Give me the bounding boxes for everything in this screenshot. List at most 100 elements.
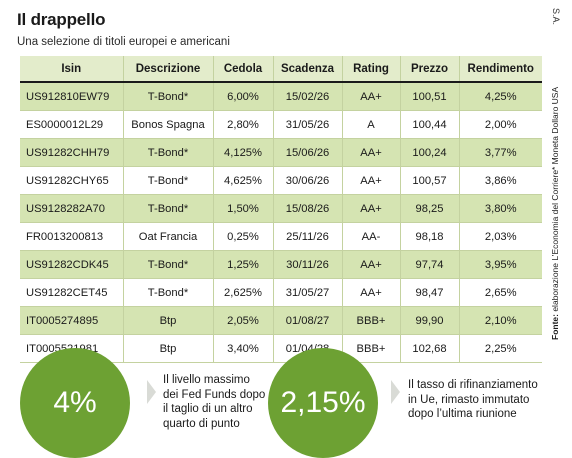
cell-descrizione: T-Bond* xyxy=(122,82,213,111)
fed-funds-rate-circle: 4% xyxy=(20,348,130,458)
note-line: in Ue, rimasto immutato xyxy=(408,393,530,406)
cell-rating: AA+ xyxy=(341,194,400,223)
cell-scadenza: 30/06/26 xyxy=(272,166,342,195)
cell-rating: BBB+ xyxy=(341,334,400,363)
table-row: IT0005274895 Btp 2,05% 01/08/27 BBB+ 99,90 2,1… xyxy=(20,306,542,335)
arrow-right-icon xyxy=(147,380,156,404)
cell-rendimento: 2,65% xyxy=(458,278,542,307)
cell-scadenza: 15/02/26 xyxy=(272,82,342,111)
note-line: quarto di punto xyxy=(163,417,240,430)
table-row: ES0000012L29 Bonos Spagna 2,80% 31/05/26 A 10… xyxy=(20,110,542,139)
ecb-rate-note: Il tasso di rifinanziamento in Ue, rimas… xyxy=(408,378,538,422)
cell-rendimento: 2,10% xyxy=(458,306,542,335)
cell-cedola: 2,80% xyxy=(212,110,273,139)
cell-rendimento: 2,03% xyxy=(458,222,542,251)
bond-table: Isin Descrizione Cedola Scadenza Rating … xyxy=(20,56,542,363)
note-line: Il livello massimo xyxy=(163,374,250,386)
table-row: US91282CET45 T-Bond* 2,625% 31/05/27 AA+ 98,4… xyxy=(20,278,542,307)
cell-rating: AA+ xyxy=(341,278,400,307)
cell-cedola: 0,25% xyxy=(212,222,273,251)
column-header-isin: Isin xyxy=(20,56,123,83)
cell-rating: AA+ xyxy=(341,250,400,279)
currency-footnote: * Moneta Dollaro USA xyxy=(550,86,560,170)
note-line: dei Fed Funds dopo xyxy=(163,388,266,401)
cell-rendimento: 3,80% xyxy=(458,194,542,223)
table-row: FR0013200813 Oat Francia 0,25% 25/11/26 AA- 9… xyxy=(20,222,542,251)
cell-isin: US912810EW79 xyxy=(20,82,123,111)
table-header: Isin Descrizione Cedola Scadenza Rating … xyxy=(20,56,542,83)
cell-descrizione: T-Bond* xyxy=(122,138,213,167)
cell-prezzo: 99,90 xyxy=(399,306,459,335)
table-row: US912810EW79 T-Bond* 6,00% 15/02/26 AA+ 100,5… xyxy=(20,82,542,111)
table-row: US91282CDK45 T-Bond* 1,25% 30/11/26 AA+ 97,74… xyxy=(20,250,542,279)
cell-isin: FR0013200813 xyxy=(20,222,123,251)
cell-prezzo: 100,57 xyxy=(399,166,459,195)
cell-rating: BBB+ xyxy=(341,306,400,335)
cell-descrizione: Btp xyxy=(122,334,213,363)
cell-rendimento: 4,25% xyxy=(458,82,542,111)
cell-cedola: 4,125% xyxy=(212,138,273,167)
cell-rating: AA- xyxy=(341,222,400,251)
cell-scadenza: 25/11/26 xyxy=(272,222,342,251)
cell-rating: AA+ xyxy=(341,166,400,195)
cell-isin: US91282CET45 xyxy=(20,278,123,307)
cell-prezzo: 98,18 xyxy=(399,222,459,251)
source-label: Fonte: xyxy=(550,314,560,340)
cell-isin: IT0005274895 xyxy=(20,306,123,335)
cell-scadenza: 31/05/27 xyxy=(272,278,342,307)
cell-scadenza: 01/08/27 xyxy=(272,306,342,335)
cell-cedola: 2,05% xyxy=(212,306,273,335)
cell-isin: US9128282A70 xyxy=(20,194,123,223)
cell-scadenza: 30/11/26 xyxy=(272,250,342,279)
cell-cedola: 2,625% xyxy=(212,278,273,307)
cell-rating: AA+ xyxy=(341,82,400,111)
cell-cedola: 1,25% xyxy=(212,250,273,279)
column-header-descrizione: Descrizione xyxy=(122,56,213,83)
cell-prezzo: 100,24 xyxy=(399,138,459,167)
table-row: US91282CHY65 T-Bond* 4,625% 30/06/26 AA+ 100,… xyxy=(20,166,542,195)
author-byline: S.A. xyxy=(551,8,561,26)
cell-scadenza: 15/06/26 xyxy=(272,138,342,167)
cell-rendimento: 3,95% xyxy=(458,250,542,279)
cell-descrizione: T-Bond* xyxy=(122,278,213,307)
cell-isin: ES0000012L29 xyxy=(20,110,123,139)
page-subtitle: Una selezione di titoli europei e americ… xyxy=(17,36,230,48)
column-header-scadenza: Scadenza xyxy=(272,56,342,83)
cell-isin: US91282CDK45 xyxy=(20,250,123,279)
cell-prezzo: 100,51 xyxy=(399,82,459,111)
fed-funds-note: Il livello massimo dei Fed Funds dopo il… xyxy=(163,373,265,431)
cell-prezzo: 97,74 xyxy=(399,250,459,279)
ecb-rate-circle: 2,15% xyxy=(268,348,378,458)
arrow-right-icon xyxy=(391,380,400,404)
column-header-prezzo: Prezzo xyxy=(399,56,459,83)
note-line: Il tasso di rifinanziamento xyxy=(408,379,538,391)
cell-rating: A xyxy=(341,110,400,139)
cell-descrizione: Bonos Spagna xyxy=(122,110,213,139)
note-line: dopo l’ultima riunione xyxy=(408,408,517,420)
cell-descrizione: T-Bond* xyxy=(122,166,213,195)
cell-isin: US91282CHY65 xyxy=(20,166,123,195)
cell-cedola: 3,40% xyxy=(212,334,273,363)
cell-prezzo: 100,44 xyxy=(399,110,459,139)
source-note: Fonte: elaborazione L’Economia del Corri… xyxy=(550,170,560,340)
column-header-cedola: Cedola xyxy=(212,56,273,83)
table-row: US9128282A70 T-Bond* 1,50% 15/08/26 AA+ 98,25… xyxy=(20,194,542,223)
cell-descrizione: Btp xyxy=(122,306,213,335)
source-sidebar: Fonte: elaborazione L’Economia del Corri… xyxy=(550,86,560,340)
cell-scadenza: 15/08/26 xyxy=(272,194,342,223)
cell-isin: US91282CHH79 xyxy=(20,138,123,167)
cell-rendimento: 3,77% xyxy=(458,138,542,167)
cell-prezzo: 102,68 xyxy=(399,334,459,363)
cell-prezzo: 98,25 xyxy=(399,194,459,223)
cell-rendimento: 2,00% xyxy=(458,110,542,139)
table-row: US91282CHH79 T-Bond* 4,125% 15/06/26 AA+ 100,… xyxy=(20,138,542,167)
cell-cedola: 4,625% xyxy=(212,166,273,195)
cell-scadenza: 31/05/26 xyxy=(272,110,342,139)
source-text: elaborazione L’Economia del Corriere xyxy=(550,169,560,315)
cell-descrizione: T-Bond* xyxy=(122,250,213,279)
table-body: US912810EW79 T-Bond* 6,00% 15/02/26 AA+ 100,5… xyxy=(20,82,542,363)
cell-cedola: 6,00% xyxy=(212,82,273,111)
cell-rendimento: 2,25% xyxy=(458,334,542,363)
cell-rating: AA+ xyxy=(341,138,400,167)
cell-descrizione: Oat Francia xyxy=(122,222,213,251)
